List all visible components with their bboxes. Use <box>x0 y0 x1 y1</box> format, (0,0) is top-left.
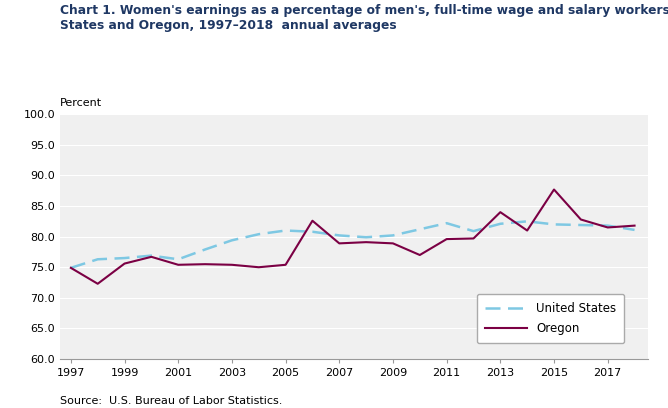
United States <box>604 223 612 228</box>
United States <box>309 229 317 234</box>
Oregon <box>550 187 558 192</box>
Text: Chart 1. Women's earnings as a percentage of men's, full-time wage and salary wo: Chart 1. Women's earnings as a percentag… <box>60 4 668 32</box>
United States <box>470 228 478 233</box>
Text: Source:  U.S. Bureau of Labor Statistics.: Source: U.S. Bureau of Labor Statistics. <box>60 396 283 406</box>
United States <box>523 219 531 224</box>
United States <box>415 227 424 232</box>
Oregon <box>174 262 182 267</box>
Line: United States: United States <box>71 221 635 268</box>
Line: Oregon: Oregon <box>71 189 635 284</box>
United States <box>67 265 75 270</box>
Oregon <box>335 241 343 246</box>
Oregon <box>496 210 504 215</box>
Oregon <box>362 240 370 245</box>
United States <box>631 228 639 233</box>
Oregon <box>631 223 639 228</box>
Oregon <box>120 261 128 266</box>
Oregon <box>282 262 290 267</box>
United States <box>362 235 370 239</box>
Legend: United States, Oregon: United States, Oregon <box>477 294 625 344</box>
United States <box>148 253 156 258</box>
United States <box>255 232 263 237</box>
United States <box>550 222 558 227</box>
Oregon <box>255 265 263 270</box>
Oregon <box>201 262 209 267</box>
United States <box>496 221 504 226</box>
United States <box>335 233 343 238</box>
United States <box>201 247 209 252</box>
Oregon <box>148 255 156 259</box>
Oregon <box>443 237 451 242</box>
United States <box>282 228 290 233</box>
United States <box>389 233 397 238</box>
United States <box>120 255 128 261</box>
Text: Percent: Percent <box>60 98 102 108</box>
United States <box>443 221 451 226</box>
Oregon <box>415 253 424 257</box>
Oregon <box>470 236 478 241</box>
Oregon <box>94 282 102 286</box>
United States <box>577 222 585 227</box>
Oregon <box>523 228 531 233</box>
Oregon <box>604 225 612 230</box>
United States <box>174 257 182 262</box>
Oregon <box>228 262 236 267</box>
Oregon <box>577 217 585 222</box>
United States <box>94 257 102 262</box>
United States <box>228 238 236 243</box>
Oregon <box>309 218 317 223</box>
Oregon <box>67 265 75 270</box>
Oregon <box>389 241 397 246</box>
